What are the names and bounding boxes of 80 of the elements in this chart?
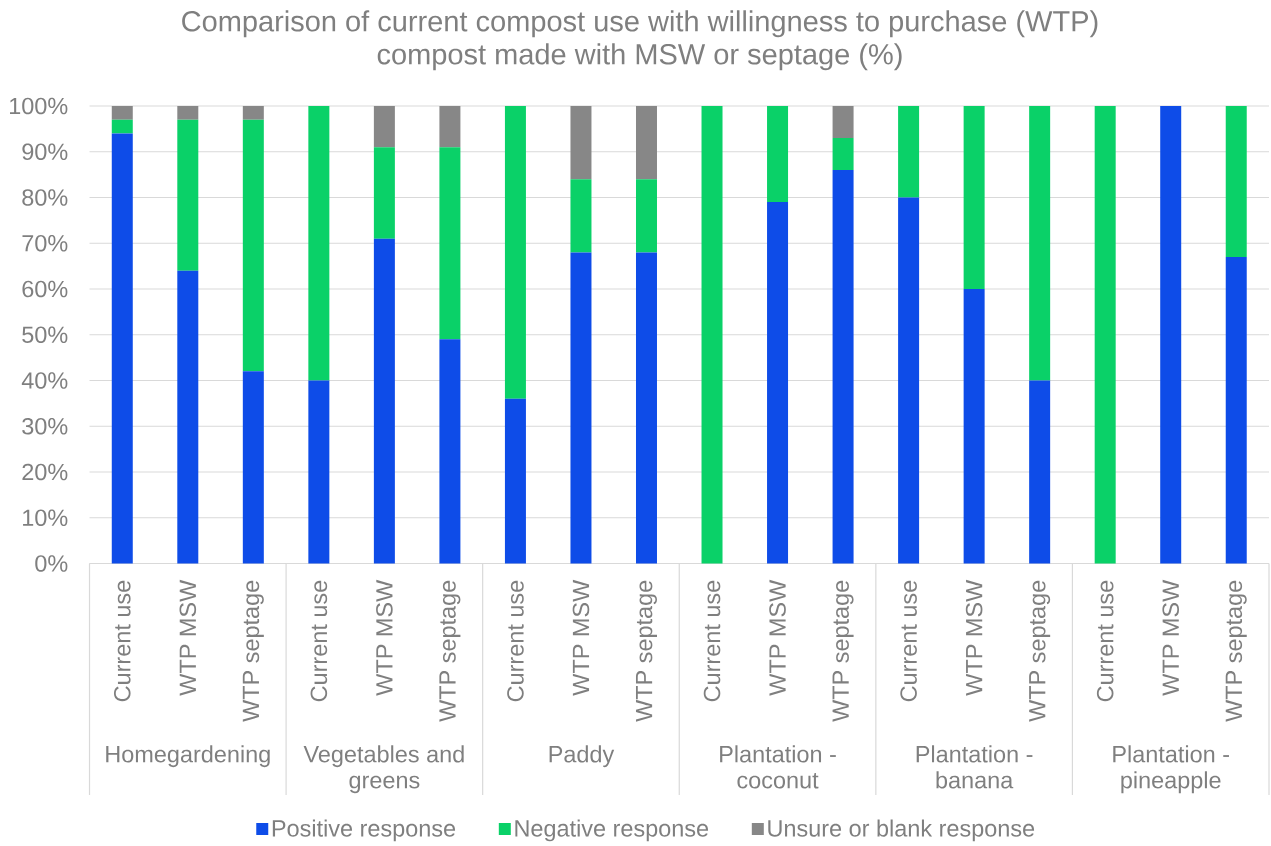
x-tick-label: WTP MSW — [965, 579, 983, 696]
bar — [242, 119, 264, 372]
bar — [373, 147, 395, 239]
y-tick-label: 0% — [35, 555, 68, 572]
bar — [767, 105, 789, 203]
bar — [1225, 105, 1247, 257]
bar — [570, 252, 592, 564]
bar — [242, 105, 264, 120]
x-tick-label: WTP septage — [1225, 580, 1247, 722]
text: Homegardening — [106, 745, 270, 768]
x-tick-label: WTP MSW — [376, 579, 393, 696]
y-tick-label: 70% — [22, 234, 68, 252]
y-tick-label: 100% — [10, 97, 68, 115]
text: Vegetables and greens — [303, 745, 464, 794]
x-tick-label: WTP MSW — [179, 579, 197, 696]
bar — [111, 105, 133, 120]
legend-label: Positive response — [272, 819, 456, 842]
bar — [373, 238, 395, 564]
bar — [308, 380, 330, 564]
bar — [832, 138, 854, 171]
bar — [1160, 105, 1182, 564]
text: Paddy — [549, 745, 615, 768]
x-tick-label: WTP MSW — [769, 579, 786, 696]
bar — [373, 105, 395, 148]
bar — [832, 105, 854, 139]
y-tick-label: 30% — [22, 417, 68, 435]
bar — [439, 147, 461, 340]
bar — [1029, 380, 1051, 564]
x-tick-label: WTP septage — [635, 580, 657, 722]
bar — [177, 105, 199, 120]
bar — [308, 105, 330, 381]
text: Plantation - coconut — [720, 745, 836, 789]
y-tick-label: 20% — [22, 463, 68, 481]
bar — [635, 252, 657, 564]
bar — [635, 105, 657, 180]
bar — [767, 202, 789, 564]
y-tick-label: 10% — [23, 509, 68, 527]
bar — [177, 119, 199, 271]
y-tick-label: 50% — [22, 326, 68, 344]
x-tick-label: Current use — [310, 580, 328, 702]
x-tick-label: Current use — [1096, 580, 1114, 702]
bar — [635, 179, 657, 253]
x-tick-label: Current use — [113, 580, 131, 702]
x-tick-label: WTP septage — [832, 580, 854, 722]
bar — [439, 339, 461, 564]
x-tick-label: Current use — [900, 580, 917, 702]
y-tick-label: 60% — [22, 280, 68, 298]
x-tick-label: Current use — [507, 580, 524, 702]
bar — [242, 371, 264, 564]
bar — [570, 179, 592, 253]
x-tick-label: WTP MSW — [1162, 579, 1180, 696]
bar — [111, 133, 133, 564]
bar — [1094, 105, 1116, 564]
bar — [1029, 105, 1051, 381]
bar — [898, 197, 920, 564]
x-tick-label: WTP septage — [1029, 580, 1051, 722]
text: Plantation - banana — [916, 745, 1033, 789]
y-tick-label: 80% — [22, 189, 68, 206]
bar — [177, 270, 199, 564]
chart-title: Comparison of current compost use with willingness to purchase (WTP) compost made with MSW or septage (%) — [182, 10, 1098, 71]
bar — [570, 105, 592, 180]
legend-label: Unsure or blank response — [768, 819, 1035, 842]
bar — [439, 105, 461, 148]
text: Plantation - pineapple — [1113, 745, 1229, 794]
x-tick-label: WTP septage — [439, 580, 461, 722]
bar — [963, 105, 985, 289]
bar — [832, 170, 854, 564]
bar — [504, 398, 526, 564]
x-tick-label: Current use — [703, 580, 721, 702]
bar — [701, 105, 723, 564]
bar — [1225, 256, 1247, 564]
y-tick-label: 40% — [21, 372, 68, 389]
bar — [111, 119, 133, 134]
bar — [963, 288, 985, 564]
bar — [898, 105, 920, 198]
x-tick-label: WTP MSW — [572, 579, 590, 696]
x-tick-label: WTP septage — [242, 580, 264, 722]
bar — [504, 105, 526, 399]
legend-label: Negative response — [515, 819, 709, 842]
y-tick-label: 90% — [22, 143, 68, 161]
